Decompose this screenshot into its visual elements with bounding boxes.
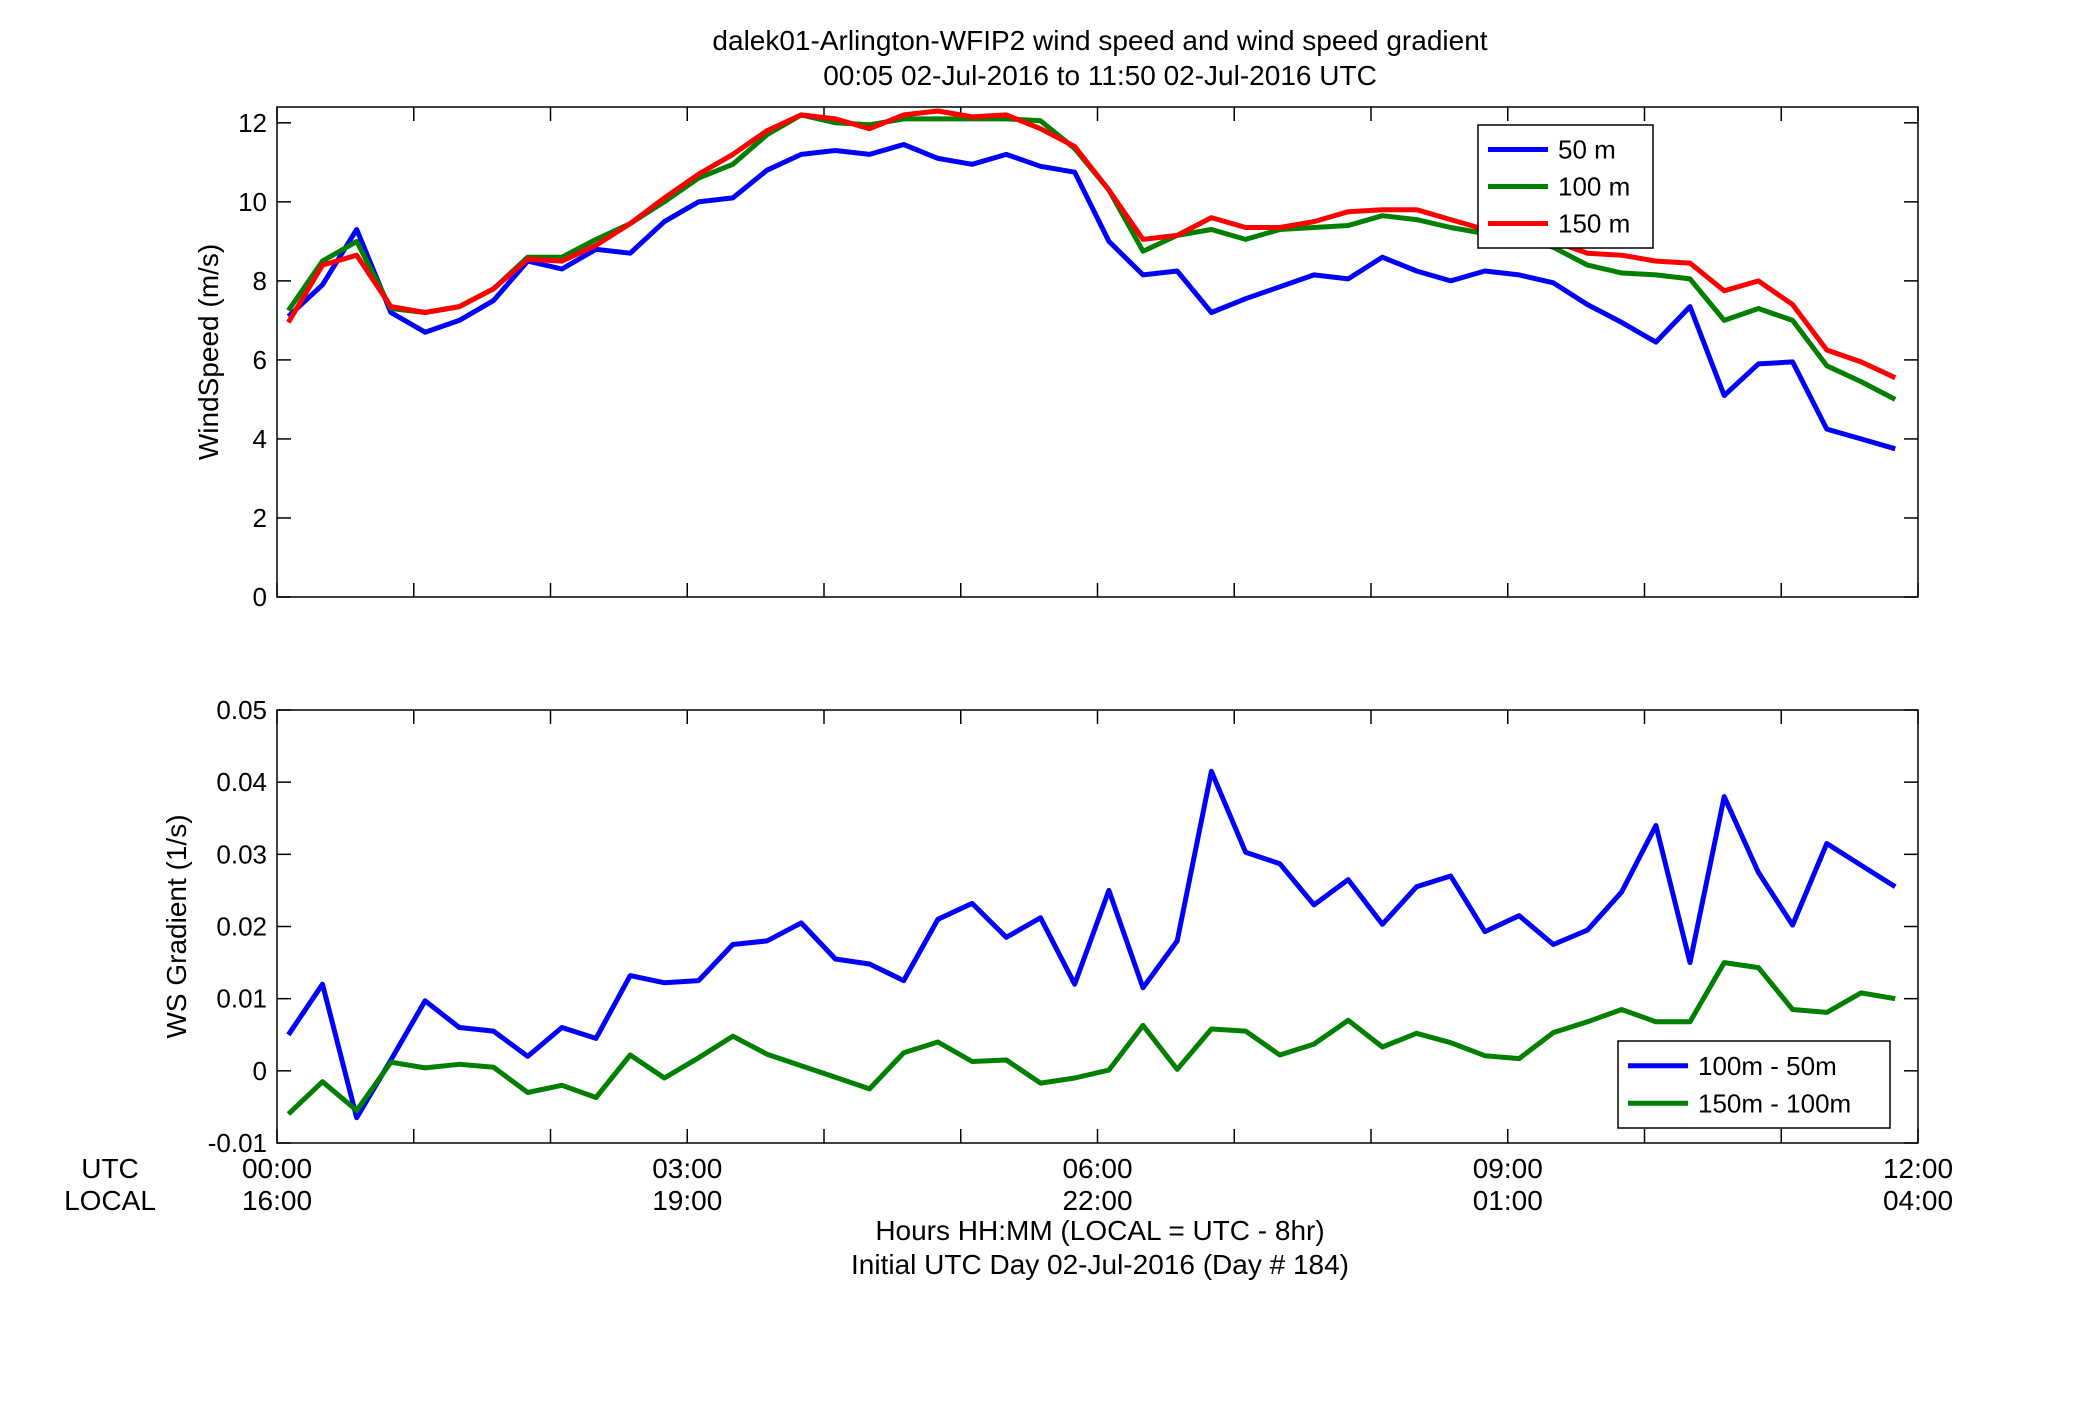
windspeed-y-axis-label: WindSpeed (m/s)	[193, 244, 224, 460]
windspeed-legend-label: 50 m	[1558, 135, 1616, 165]
gradient-ytick-label: -0.01	[208, 1128, 267, 1158]
gradient-y-axis-label: WS Gradient (1/s)	[161, 814, 192, 1038]
utc-row-label: UTC	[81, 1153, 139, 1184]
utc-tick-label: 06:00	[1062, 1153, 1132, 1184]
local-tick-label: 19:00	[652, 1185, 722, 1216]
local-tick-label: 22:00	[1062, 1185, 1132, 1216]
local-tick-label: 04:00	[1883, 1185, 1953, 1216]
gradient-ytick-label: 0	[253, 1056, 267, 1086]
windspeed-ytick-label: 0	[253, 582, 267, 612]
local-tick-label: 01:00	[1473, 1185, 1543, 1216]
x-axis-label-line1: Hours HH:MM (LOCAL = UTC - 8hr)	[875, 1215, 1324, 1246]
local-tick-label: 16:00	[242, 1185, 312, 1216]
gradient-legend-box	[1617, 1040, 1891, 1129]
windspeed-legend-label: 150 m	[1558, 209, 1630, 239]
gradient-ytick-label: 0.04	[216, 767, 267, 797]
utc-tick-label: 03:00	[652, 1153, 722, 1184]
windspeed-series-1-line	[286, 142, 1896, 452]
gradient-ytick-label: 0.05	[216, 695, 267, 725]
gradient-plot: -0.01 0 0.01 0.02 0.03 0.04 0.05 WS Gradient (1…	[161, 695, 1919, 1158]
utc-tick-label: 12:00	[1883, 1153, 1953, 1184]
windspeed-series-3-line	[286, 108, 1897, 380]
gradient-legend-label: 150m - 100m	[1698, 1088, 1851, 1118]
local-row-label: LOCAL	[64, 1185, 156, 1216]
windspeed-ytick-label: 2	[253, 503, 267, 533]
chart-title-line1: dalek01-Arlington-WFIP2 wind speed and w…	[712, 25, 1487, 56]
utc-tick-label: 09:00	[1473, 1153, 1543, 1184]
windspeed-legend-label: 100 m	[1558, 172, 1630, 202]
gradient-ytick-label: 0.03	[216, 839, 267, 869]
windspeed-plot: 0 2 4 6 8 10 12 WindSpeed (m/s) 50 m 100 m 150 m	[193, 106, 1919, 612]
gradient-series-1-line	[286, 768, 1897, 1121]
chart-title-line2: 00:05 02-Jul-2016 to 11:50 02-Jul-2016 U…	[823, 60, 1377, 91]
utc-tick-label: 00:00	[242, 1153, 312, 1184]
windspeed-ytick-label: 8	[253, 266, 267, 296]
windspeed-ytick-label: 10	[238, 187, 267, 217]
gradient-series-2-line	[286, 960, 1896, 1116]
gradient-ytick-label: 0.02	[216, 912, 267, 942]
windspeed-ytick-label: 12	[238, 108, 267, 138]
gradient-ytick-label: 0.01	[216, 984, 267, 1014]
windspeed-ytick-label: 6	[253, 345, 267, 375]
windspeed-ytick-label: 4	[253, 424, 267, 454]
gradient-legend-label: 100m - 50m	[1698, 1051, 1837, 1081]
x-axis-label-line2: Initial UTC Day 02-Jul-2016 (Day # 184)	[851, 1249, 1349, 1280]
